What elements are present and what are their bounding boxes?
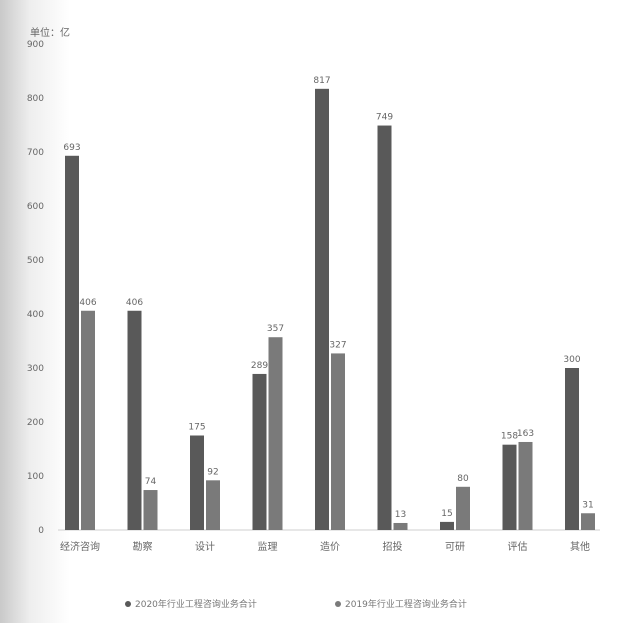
bar-s2-3 — [268, 337, 283, 530]
y-tick-label-1: 100 — [27, 472, 44, 482]
bar-s1-5 — [377, 125, 392, 530]
bar-s1-1 — [127, 310, 142, 530]
x-category-label-0: 经济咨询 — [60, 540, 100, 553]
legend-label-1: 2020年行业工程咨询业务合计 — [135, 598, 257, 610]
y-tick-label-4: 400 — [27, 310, 44, 320]
bar-s1-4 — [315, 88, 329, 530]
y-axis-unit-label: 单位：亿 — [30, 26, 70, 39]
y-tick-label-0: 0 — [38, 526, 44, 536]
legend-label-2: 2019年行业工程咨询业务合计 — [345, 598, 467, 610]
bar-s1-2 — [190, 435, 204, 530]
value-label-s2-7: 163 — [517, 429, 534, 439]
value-label-s1-6: 15 — [441, 509, 452, 519]
x-category-label-2: 设计 — [195, 540, 215, 553]
x-category-label-5: 招投 — [383, 540, 403, 553]
x-category-label-6: 可研 — [445, 541, 465, 553]
value-label-layer: 693 406 406 74 175 92 289 357 817 327 749 13 15 80 158… — [63, 76, 593, 520]
bar-s2-0 — [81, 310, 95, 530]
bar-layer — [65, 88, 595, 530]
legend-marker-1 — [125, 601, 131, 607]
x-category-label-3: 监理 — [258, 540, 278, 553]
value-label-s2-5: 13 — [395, 510, 406, 520]
bar-s1-3 — [252, 373, 267, 530]
value-label-s2-3: 357 — [267, 324, 284, 334]
bar-s1-0 — [65, 155, 79, 530]
bar-s2-8 — [581, 513, 595, 530]
y-tick-label-3: 300 — [27, 364, 44, 374]
y-tick-label-7: 700 — [27, 148, 44, 158]
value-label-s1-2: 175 — [188, 423, 205, 433]
bar-s2-4 — [331, 353, 345, 530]
bar-s2-7 — [518, 441, 533, 530]
value-label-s1-0: 693 — [63, 143, 80, 153]
x-category-label-7: 评估 — [508, 540, 528, 553]
value-label-s2-2: 92 — [207, 467, 218, 477]
bar-s2-2 — [206, 480, 220, 530]
x-category-label-8: 其他 — [570, 540, 590, 553]
legend-marker-2 — [335, 601, 341, 607]
value-label-s1-3: 289 — [251, 361, 268, 371]
y-tick-label-5: 500 — [27, 256, 44, 266]
x-category-label-1: 勘察 — [133, 540, 153, 553]
bar-s2-1 — [143, 490, 158, 530]
value-label-s2-1: 74 — [145, 477, 157, 487]
y-tick-label-2: 200 — [27, 418, 44, 428]
bar-s2-6 — [456, 486, 470, 530]
y-tick-label-6: 600 — [27, 202, 44, 212]
value-label-s1-7: 158 — [501, 432, 518, 442]
value-label-s2-4: 327 — [329, 340, 346, 350]
bar-s1-6 — [440, 521, 454, 530]
y-tick-label-9: 900 — [27, 40, 44, 50]
value-label-s1-1: 406 — [126, 298, 143, 308]
value-label-s2-0: 406 — [79, 298, 96, 308]
value-label-s1-8: 300 — [563, 355, 580, 365]
value-label-s1-4: 817 — [313, 76, 330, 86]
bar-s2-5 — [393, 522, 408, 530]
value-label-s2-8: 31 — [582, 500, 593, 510]
x-category-label-4: 造价 — [320, 540, 340, 553]
bar-s1-7 — [502, 444, 517, 530]
y-tick-label-8: 800 — [27, 94, 44, 104]
legend: 2020年行业工程咨询业务合计 2019年行业工程咨询业务合计 — [125, 598, 467, 610]
axis-layer: 0 100 200 300 400 500 600 700 800 900 经济咨询 勘察 设计 监理 造价… — [27, 40, 600, 553]
bar-s1-8 — [565, 368, 579, 530]
value-label-s1-5: 749 — [376, 113, 393, 123]
value-label-s2-6: 80 — [457, 474, 469, 484]
